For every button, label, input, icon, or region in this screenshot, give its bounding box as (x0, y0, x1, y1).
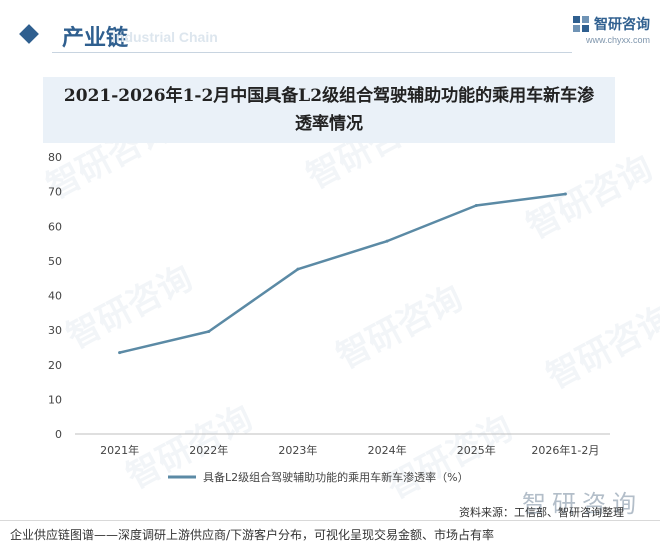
y-tick-label: 0 (55, 428, 62, 441)
y-tick-label: 80 (48, 151, 62, 164)
y-tick-label: 40 (48, 290, 62, 303)
y-tick-label: 20 (48, 359, 62, 372)
y-tick-label: 70 (48, 186, 62, 199)
x-tick-label: 2026年1-2月 (531, 443, 599, 457)
footer: 企业供应链图谱——深度调研上游供应商/下游客户分布，可视化呈现交易金额、市场占有… (0, 520, 660, 550)
x-tick-label: 2025年 (457, 443, 496, 457)
brand-logo-icon (573, 16, 589, 32)
data-source: 资料来源：工信部、智研咨询整理 (459, 506, 624, 519)
section-title: 产业链 (62, 26, 129, 51)
watermark-bottom: 智研咨询 (522, 490, 642, 518)
y-tick-label: 10 (48, 393, 62, 406)
series-points (118, 192, 567, 355)
brand-name: 智研咨询 (594, 17, 650, 33)
x-tick-label: 2021年 (100, 443, 139, 457)
brand: 智研咨询 www.chyxx.com (572, 14, 650, 45)
y-tick-label: 50 (48, 255, 62, 268)
data-point (118, 351, 122, 355)
y-tick-label: 30 (48, 324, 62, 337)
series-line (119, 192, 566, 354)
data-point (385, 239, 389, 243)
header-divider (52, 52, 572, 53)
y-axis: 0 10 20 30 40 50 60 70 80 (48, 151, 62, 441)
brand-site: www.chyxx.com (585, 35, 650, 45)
legend-label: 具备L2级组合驾驶辅助功能的乘用车新车渗透率（%） (203, 470, 469, 484)
chart-title-box: 2021-2026年1-2月中国具备L2级组合驾驶辅助功能的乘用车新车渗透率情况 (43, 77, 615, 143)
x-tick-label: 2022年 (189, 443, 228, 457)
data-point (474, 203, 478, 207)
data-point (296, 267, 300, 271)
x-axis: 2021年 2022年 2023年 2024年 2025年 2026年1-2月 (100, 443, 599, 457)
data-point (207, 330, 211, 334)
x-tick-label: 2024年 (368, 443, 407, 457)
data-point (563, 192, 567, 196)
x-tick-label: 2023年 (278, 443, 317, 457)
footer-description: 企业供应链图谱——深度调研上游供应商/下游客户分布，可视化呈现交易金额、市场占有… (10, 528, 495, 542)
section-ghost-text: Industrial Chain (112, 29, 218, 45)
chart-title: 2021-2026年1-2月中国具备L2级组合驾驶辅助功能的乘用车新车渗透率情况 (63, 86, 595, 134)
header: 产业链 Industrial Chain 智研咨询 www.chyxx.com (0, 0, 660, 72)
y-tick-label: 60 (48, 220, 62, 233)
